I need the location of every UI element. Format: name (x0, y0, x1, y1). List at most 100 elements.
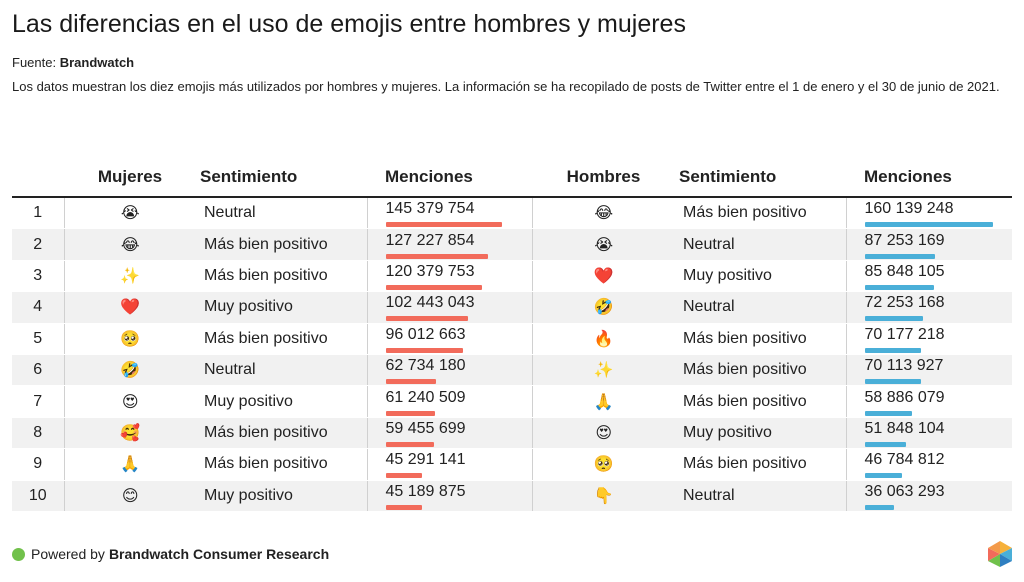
rank-cell: 10 (12, 480, 65, 512)
women-emoji-cell: 😭 (64, 197, 196, 230)
women-mentions-label: 62 734 180 (385, 357, 466, 375)
table-row: 4 ❤️ Muy positivo 102 443 043 🤣 Neutral 72 253… (12, 291, 1012, 324)
women-sentiment-cell: Más bien positivo (196, 260, 367, 293)
col-rank (12, 158, 64, 198)
women-emoji-cell: 🥰 (64, 417, 196, 450)
women-mentions-cell: 62 734 180 (366, 354, 533, 387)
source-link[interactable]: Brandwatch (59, 55, 135, 70)
women-mentions-bar (385, 253, 488, 259)
women-sentiment-cell: Muy positivo (196, 291, 367, 324)
table-row: 8 🥰 Más bien positivo 59 455 699 😍 Muy positi… (12, 417, 1012, 450)
men-sentiment-cell: Más bien positivo (675, 197, 846, 230)
col-sentiment-women: Sentimiento (196, 158, 367, 198)
men-mentions-label: 87 253 169 (864, 231, 945, 249)
col-sentiment-men: Sentimiento (675, 158, 846, 198)
women-mentions-bar (385, 441, 434, 447)
men-emoji-cell: 🙏 (532, 385, 675, 418)
men-sentiment-cell: Muy positivo (675, 417, 846, 450)
men-sentiment-cell: Más bien positivo (675, 385, 846, 418)
women-emoji-cell: ✨ (64, 260, 196, 293)
men-mentions-cell: 58 886 079 (845, 385, 1012, 418)
women-mentions-label: 61 240 509 (385, 388, 466, 406)
table-header-row: Mujeres Sentimiento Menciones Hombres Se… (12, 158, 1012, 198)
men-emoji-cell: 🔥 (532, 323, 675, 355)
women-sentiment-cell: Más bien positivo (196, 417, 367, 450)
men-mentions-bar (864, 222, 993, 228)
men-mentions-bar (864, 379, 921, 385)
table-row: 2 😂 Más bien positivo 127 227 854 😭 Neutral 87… (12, 228, 1012, 261)
women-emoji-cell: 😊 (64, 480, 196, 512)
table-row: 7 😍 Muy positivo 61 240 509 🙏 Más bien positi… (12, 385, 1012, 418)
footer: Powered by Brandwatch Consumer Research (12, 546, 329, 562)
chart-description: Los datos muestran los diez emojis más u… (12, 79, 1000, 94)
women-mentions-bar (385, 410, 435, 416)
women-mentions-label: 96 012 663 (385, 325, 466, 343)
women-mentions-bar (385, 504, 422, 510)
women-mentions-cell: 61 240 509 (366, 385, 533, 418)
rank-cell: 4 (12, 291, 65, 324)
women-mentions-cell: 127 227 854 (366, 228, 533, 261)
brand-link[interactable]: Brandwatch Consumer Research (108, 546, 330, 562)
col-women: Mujeres (64, 158, 196, 198)
women-mentions-bar (385, 379, 436, 385)
women-mentions-cell: 145 379 754 (366, 197, 533, 230)
table-row: 9 🙏 Más bien positivo 45 291 141 🥺 Más bien p… (12, 448, 1012, 481)
men-mentions-bar (864, 316, 923, 322)
men-mentions-label: 85 848 105 (864, 262, 945, 280)
men-emoji-cell: 🤣 (532, 291, 675, 324)
table-row: 10 😊 Muy positivo 45 189 875 👇 Neutral 36 063 … (12, 480, 1012, 512)
rank-cell: 6 (12, 354, 65, 387)
women-emoji-cell: 😂 (64, 228, 196, 261)
men-mentions-label: 70 113 927 (864, 357, 944, 375)
men-emoji-cell: 😂 (532, 197, 675, 230)
women-mentions-label: 120 379 753 (385, 262, 475, 280)
men-emoji-cell: 🥺 (532, 448, 675, 481)
men-mentions-bar (864, 504, 894, 510)
men-mentions-cell: 70 113 927 (845, 354, 1012, 387)
women-mentions-label: 59 455 699 (385, 419, 466, 437)
men-sentiment-cell: Neutral (675, 228, 846, 261)
rank-cell: 9 (12, 448, 65, 481)
men-emoji-cell: ✨ (532, 354, 675, 387)
women-mentions-label: 45 291 141 (385, 451, 466, 469)
men-mentions-bar (864, 473, 902, 479)
men-mentions-label: 46 784 812 (864, 451, 945, 469)
brandwatch-logo-icon (988, 541, 1012, 567)
women-emoji-cell: ❤️ (64, 291, 196, 324)
rank-cell: 7 (12, 385, 65, 418)
table-body: 1 😭 Neutral 145 379 754 😂 Más bien positivo 16… (12, 197, 1012, 512)
men-mentions-bar (864, 284, 934, 290)
men-mentions-cell: 160 139 248 (845, 197, 1012, 230)
men-mentions-label: 160 139 248 (864, 200, 954, 218)
men-sentiment-cell: Más bien positivo (675, 448, 846, 481)
men-mentions-label: 51 848 104 (864, 419, 945, 437)
women-sentiment-cell: Más bien positivo (196, 323, 367, 355)
col-mentions-men: Menciones (846, 158, 1012, 198)
men-mentions-cell: 87 253 169 (845, 228, 1012, 261)
women-mentions-cell: 45 189 875 (366, 480, 533, 512)
women-emoji-cell: 😍 (64, 385, 196, 418)
women-emoji-cell: 🤣 (64, 354, 196, 387)
source-label: Fuente: (12, 55, 57, 70)
women-emoji-cell: 🥺 (64, 323, 196, 355)
men-mentions-bar (864, 441, 906, 447)
rank-cell: 3 (12, 260, 65, 293)
women-sentiment-cell: Más bien positivo (196, 228, 367, 261)
women-mentions-bar (385, 316, 468, 322)
women-sentiment-cell: Muy positivo (196, 480, 367, 512)
rank-cell: 8 (12, 417, 65, 450)
men-mentions-label: 58 886 079 (864, 388, 945, 406)
women-sentiment-cell: Neutral (196, 354, 367, 387)
men-emoji-cell: 😍 (532, 417, 675, 450)
men-mentions-bar (864, 347, 921, 353)
rank-cell: 5 (12, 323, 65, 355)
women-sentiment-cell: Muy positivo (196, 385, 367, 418)
women-mentions-label: 127 227 854 (385, 231, 475, 249)
men-emoji-cell: 👇 (532, 480, 675, 512)
men-mentions-label: 70 177 218 (864, 325, 945, 343)
table-row: 3 ✨ Más bien positivo 120 379 753 ❤️ Muy posi… (12, 260, 1012, 293)
men-mentions-cell: 70 177 218 (845, 323, 1012, 355)
men-mentions-label: 72 253 168 (864, 294, 945, 312)
men-mentions-cell: 85 848 105 (845, 260, 1012, 293)
table-row: 6 🤣 Neutral 62 734 180 ✨ Más bien positivo 70 … (12, 354, 1012, 387)
